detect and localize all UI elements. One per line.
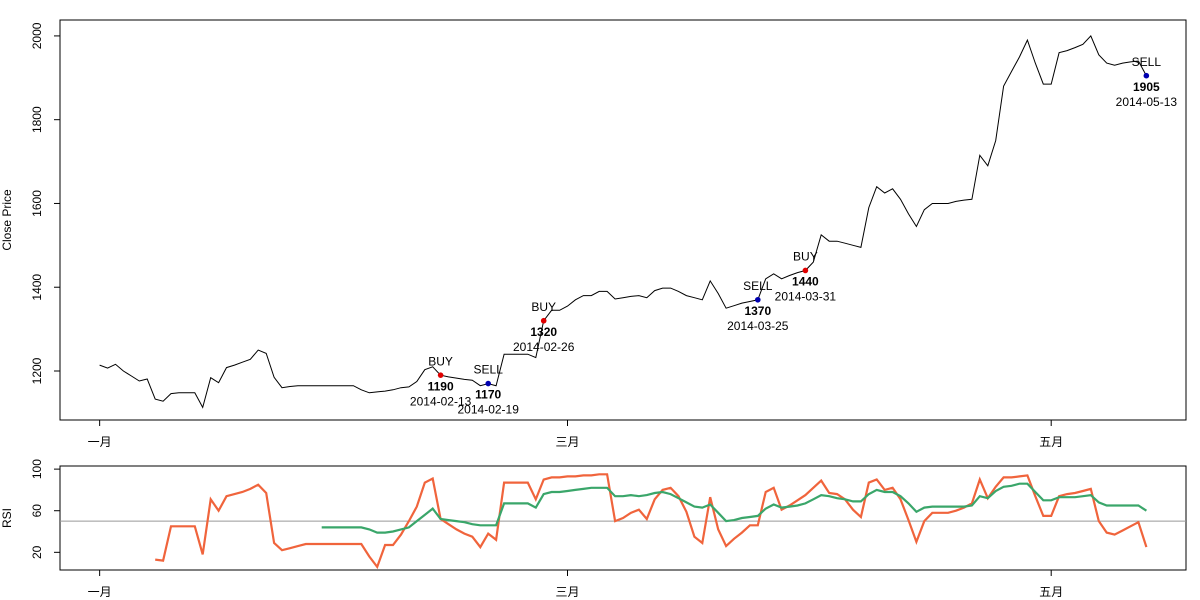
signal-value: 1370	[744, 304, 771, 318]
signal-value: 1440	[792, 275, 819, 289]
signal-value: 1320	[530, 325, 557, 339]
signal-date: 2014-05-13	[1116, 95, 1178, 109]
signal-label: SELL	[1132, 55, 1162, 69]
price-line	[99, 34, 1147, 409]
x-tick-label: 一月	[88, 585, 112, 599]
signal-label: BUY	[428, 354, 453, 368]
signal-date: 2014-02-13	[410, 394, 472, 408]
y-tick-label: 60	[30, 504, 44, 518]
y-tick-label: 1800	[30, 106, 44, 133]
y-tick-label: 1200	[30, 357, 44, 384]
y-axis-label: Close Price	[0, 189, 14, 251]
signal-value: 1170	[475, 388, 501, 402]
signal-value: 1905	[1133, 80, 1160, 94]
x-tick-label: 三月	[555, 585, 579, 599]
signal-label: BUY	[531, 300, 556, 314]
signal-marker	[1143, 72, 1150, 79]
signal-date: 2014-02-26	[513, 340, 575, 354]
y-tick-label: 2000	[30, 22, 44, 49]
signal-marker	[802, 267, 809, 274]
plot-frame	[59, 465, 1187, 571]
signal-date: 2014-03-25	[727, 319, 789, 333]
y-tick-label: 100	[30, 459, 44, 479]
price-line	[321, 482, 1147, 534]
y-tick-label: 1600	[30, 190, 44, 217]
signal-value: 1190	[428, 379, 454, 393]
signal-marker	[485, 380, 491, 387]
signal-date: 2014-02-19	[458, 403, 520, 417]
signal-marker	[755, 296, 761, 303]
signal-marker	[540, 317, 547, 324]
price-line	[155, 473, 1148, 570]
plot-frame	[59, 19, 1187, 421]
x-tick-label: 三月	[555, 435, 579, 449]
y-tick-label: 20	[30, 545, 44, 559]
x-tick-label: 一月	[88, 435, 112, 449]
signal-date: 2014-03-31	[775, 290, 837, 304]
x-tick-label: 五月	[1039, 435, 1063, 449]
signal-label: SELL	[743, 279, 773, 293]
signal-label: SELL	[474, 363, 504, 377]
x-tick-label: 五月	[1039, 585, 1063, 599]
y-axis-label: RSI	[0, 508, 14, 528]
signal-label: BUY	[793, 250, 818, 264]
y-tick-label: 1400	[30, 274, 44, 301]
signal-marker	[437, 372, 444, 378]
